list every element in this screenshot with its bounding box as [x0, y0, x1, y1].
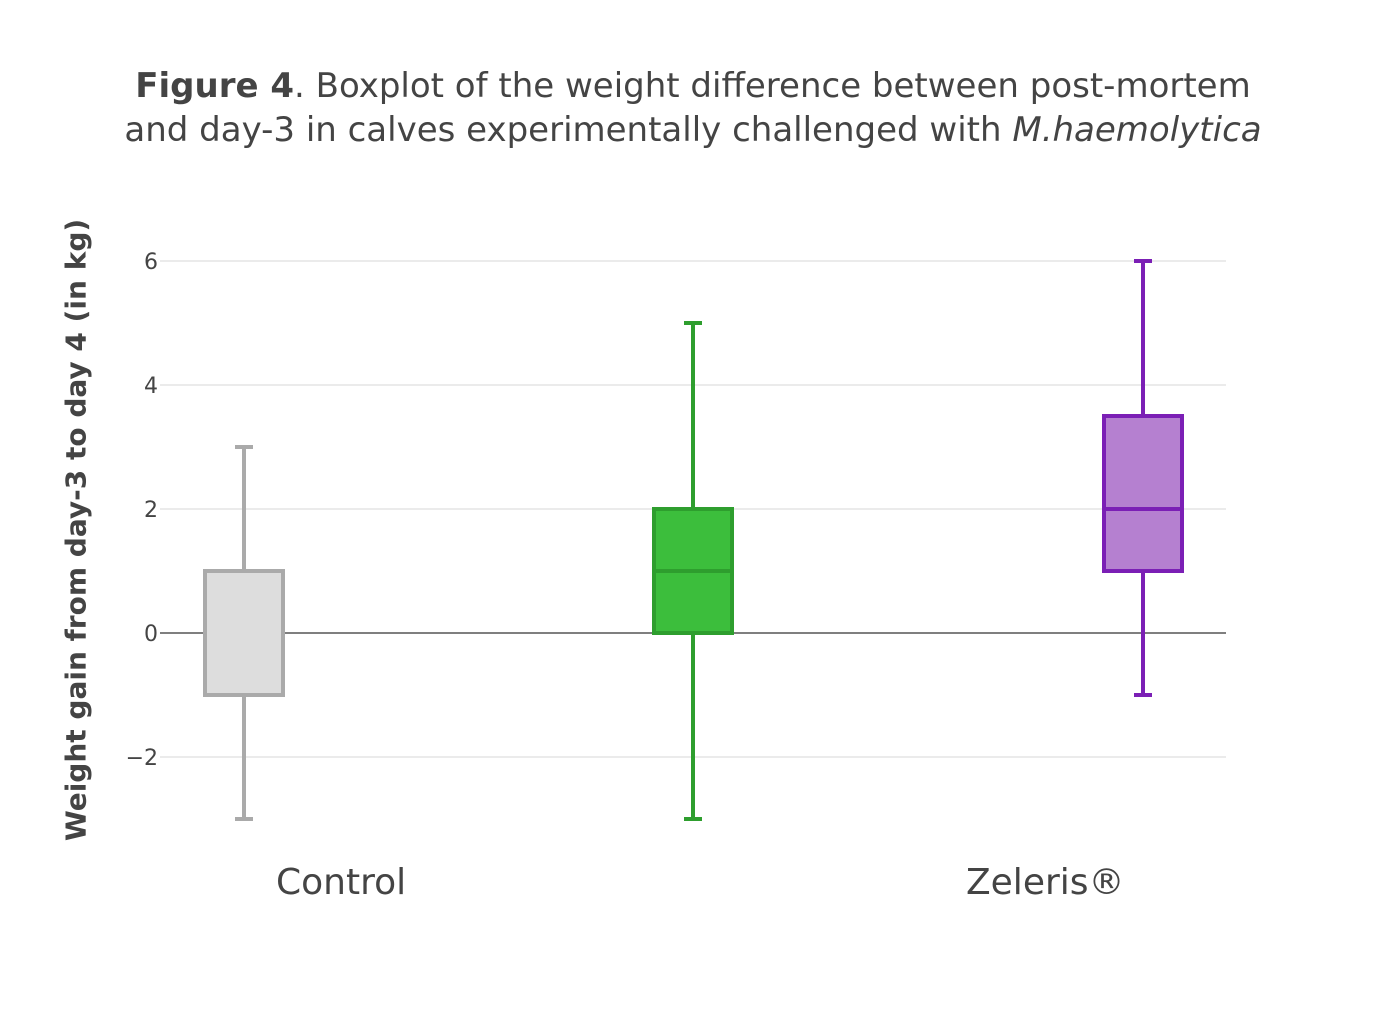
- label-zeleris: Zeleris®: [966, 862, 1125, 903]
- label-control: Control: [276, 862, 407, 903]
- y-tick-label: −2: [126, 746, 158, 771]
- title-bold: Figure 4: [135, 66, 295, 106]
- y-tick-label: 6: [144, 250, 158, 275]
- title-rest: . Boxplot of the weight difference betwe…: [294, 66, 1251, 106]
- chart-title: Figure 4. Boxplot of the weight differen…: [0, 64, 1386, 152]
- box: [203, 569, 285, 697]
- box: [1102, 414, 1184, 573]
- title-italic: M.haemolytica: [1012, 110, 1262, 150]
- y-tick-label: 4: [144, 374, 158, 399]
- y-tick-label: 0: [144, 622, 158, 647]
- title-line2: and day-3 in calves experimentally chall…: [124, 110, 1013, 150]
- y-tick-label: 2: [144, 498, 158, 523]
